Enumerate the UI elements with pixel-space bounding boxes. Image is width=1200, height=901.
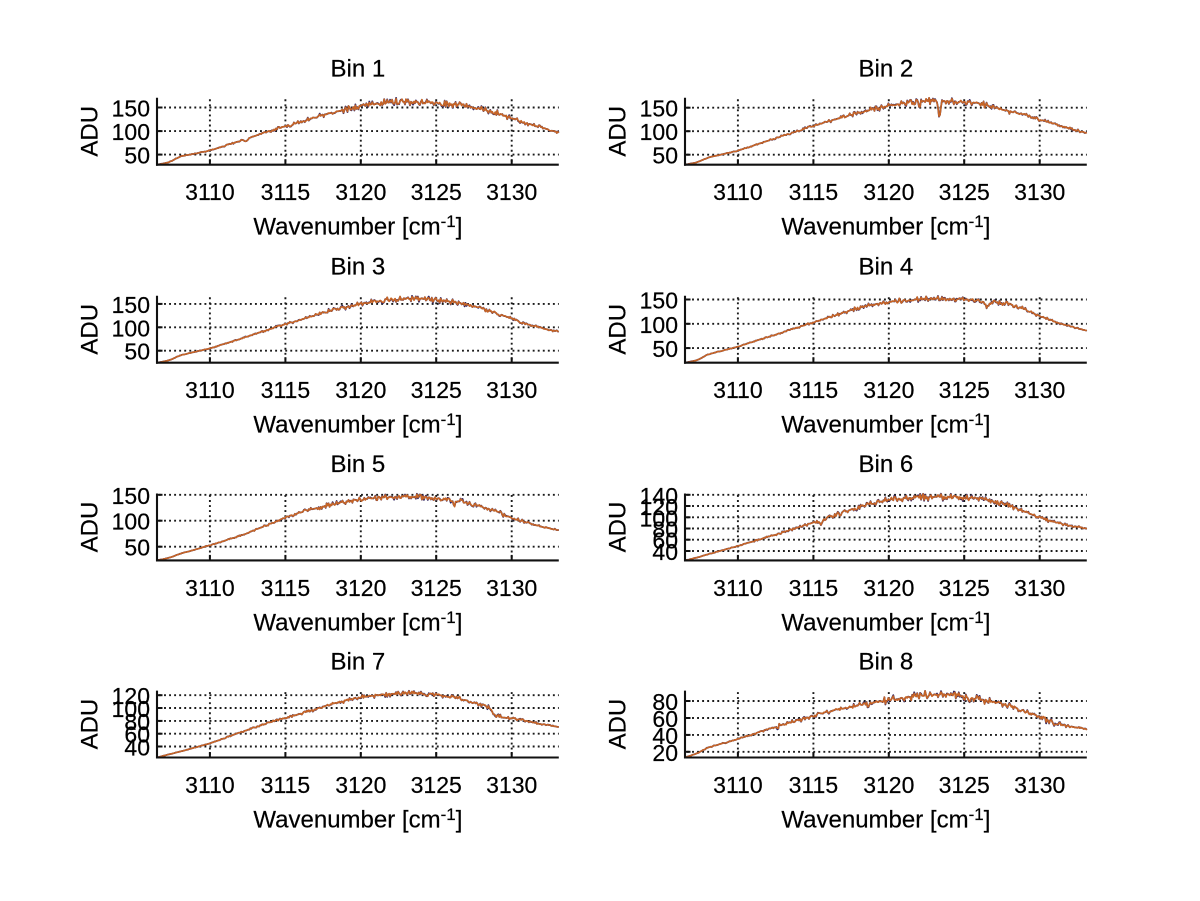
svg-text:3120: 3120 bbox=[863, 377, 914, 403]
svg-text:Wavenumber [cm-1]: Wavenumber [cm-1] bbox=[253, 608, 462, 637]
svg-text:3110: 3110 bbox=[185, 179, 234, 205]
svg-text:Wavenumber [cm-1]: Wavenumber [cm-1] bbox=[781, 608, 990, 637]
svg-text:120: 120 bbox=[640, 494, 678, 520]
svg-text:Bin 7: Bin 7 bbox=[331, 648, 386, 675]
svg-text:50: 50 bbox=[124, 143, 150, 169]
svg-text:3125: 3125 bbox=[939, 772, 990, 798]
svg-text:Wavenumber [cm-1]: Wavenumber [cm-1] bbox=[253, 805, 462, 834]
svg-text:50: 50 bbox=[652, 143, 678, 169]
svg-text:3120: 3120 bbox=[335, 377, 386, 403]
svg-text:Wavenumber [cm-1]: Wavenumber [cm-1] bbox=[253, 410, 462, 439]
svg-text:3120: 3120 bbox=[863, 575, 914, 601]
svg-text:Wavenumber [cm-1]: Wavenumber [cm-1] bbox=[781, 212, 990, 241]
svg-text:50: 50 bbox=[652, 336, 678, 362]
svg-text:3125: 3125 bbox=[411, 772, 462, 798]
svg-text:Bin 5: Bin 5 bbox=[331, 451, 386, 478]
svg-text:Bin 6: Bin 6 bbox=[859, 451, 914, 478]
svg-text:Bin 2: Bin 2 bbox=[859, 56, 914, 83]
svg-text:3110: 3110 bbox=[185, 575, 234, 601]
svg-text:50: 50 bbox=[124, 339, 150, 365]
svg-text:3125: 3125 bbox=[411, 575, 462, 601]
svg-text:100: 100 bbox=[640, 312, 678, 338]
svg-text:3130: 3130 bbox=[1014, 377, 1065, 403]
svg-text:3115: 3115 bbox=[789, 179, 838, 205]
svg-text:150: 150 bbox=[640, 288, 678, 314]
svg-text:ADU: ADU bbox=[605, 106, 632, 157]
svg-text:100: 100 bbox=[640, 119, 678, 145]
svg-text:3110: 3110 bbox=[185, 772, 234, 798]
svg-text:3130: 3130 bbox=[1014, 772, 1065, 798]
svg-text:3115: 3115 bbox=[261, 772, 310, 798]
svg-text:3110: 3110 bbox=[713, 772, 762, 798]
svg-text:3130: 3130 bbox=[486, 575, 537, 601]
svg-text:3130: 3130 bbox=[1014, 575, 1065, 601]
svg-text:Wavenumber [cm-1]: Wavenumber [cm-1] bbox=[253, 212, 462, 241]
svg-text:3110: 3110 bbox=[713, 575, 762, 601]
svg-text:3115: 3115 bbox=[261, 575, 310, 601]
svg-text:3110: 3110 bbox=[713, 377, 762, 403]
svg-text:100: 100 bbox=[112, 509, 150, 535]
svg-text:3110: 3110 bbox=[185, 377, 234, 403]
svg-text:3115: 3115 bbox=[789, 575, 838, 601]
svg-text:3120: 3120 bbox=[335, 772, 386, 798]
svg-text:ADU: ADU bbox=[605, 304, 632, 355]
svg-text:3120: 3120 bbox=[335, 179, 386, 205]
svg-text:3115: 3115 bbox=[261, 377, 310, 403]
svg-text:80: 80 bbox=[652, 517, 678, 543]
svg-text:60: 60 bbox=[652, 706, 678, 732]
svg-text:140: 140 bbox=[640, 483, 678, 509]
svg-text:3110: 3110 bbox=[713, 179, 762, 205]
svg-text:50: 50 bbox=[124, 535, 150, 561]
svg-text:80: 80 bbox=[124, 709, 150, 735]
svg-text:3125: 3125 bbox=[411, 179, 462, 205]
svg-text:ADU: ADU bbox=[605, 502, 632, 553]
svg-text:ADU: ADU bbox=[77, 699, 104, 750]
svg-text:150: 150 bbox=[640, 96, 678, 122]
svg-text:100: 100 bbox=[112, 315, 150, 341]
svg-text:150: 150 bbox=[112, 96, 150, 122]
svg-text:100: 100 bbox=[112, 119, 150, 145]
svg-text:ADU: ADU bbox=[77, 106, 104, 157]
svg-text:40: 40 bbox=[124, 735, 150, 761]
svg-text:3130: 3130 bbox=[1014, 179, 1065, 205]
svg-text:ADU: ADU bbox=[77, 304, 104, 355]
svg-text:ADU: ADU bbox=[77, 502, 104, 553]
svg-text:Bin 3: Bin 3 bbox=[331, 254, 386, 281]
svg-text:120: 120 bbox=[112, 683, 150, 709]
svg-text:ADU: ADU bbox=[605, 699, 632, 750]
svg-text:80: 80 bbox=[652, 689, 678, 715]
svg-text:150: 150 bbox=[112, 483, 150, 509]
svg-text:60: 60 bbox=[652, 528, 678, 554]
svg-text:40: 40 bbox=[652, 723, 678, 749]
svg-text:3125: 3125 bbox=[939, 575, 990, 601]
svg-text:150: 150 bbox=[112, 292, 150, 318]
svg-text:3120: 3120 bbox=[335, 575, 386, 601]
svg-text:3125: 3125 bbox=[411, 377, 462, 403]
svg-text:3115: 3115 bbox=[789, 772, 838, 798]
svg-text:Bin 4: Bin 4 bbox=[859, 254, 914, 281]
svg-text:20: 20 bbox=[652, 740, 678, 766]
svg-text:3125: 3125 bbox=[939, 377, 990, 403]
svg-text:Bin 8: Bin 8 bbox=[859, 648, 914, 675]
svg-text:Wavenumber [cm-1]: Wavenumber [cm-1] bbox=[781, 410, 990, 439]
svg-text:Wavenumber [cm-1]: Wavenumber [cm-1] bbox=[781, 805, 990, 834]
svg-text:3120: 3120 bbox=[863, 772, 914, 798]
svg-text:100: 100 bbox=[112, 696, 150, 722]
svg-text:3130: 3130 bbox=[486, 179, 537, 205]
svg-text:40: 40 bbox=[652, 539, 678, 565]
svg-text:Bin 1: Bin 1 bbox=[331, 56, 386, 83]
svg-text:3130: 3130 bbox=[486, 772, 537, 798]
svg-text:100: 100 bbox=[640, 505, 678, 531]
svg-text:3125: 3125 bbox=[939, 179, 990, 205]
svg-text:3130: 3130 bbox=[486, 377, 537, 403]
svg-text:60: 60 bbox=[124, 722, 150, 748]
svg-text:3115: 3115 bbox=[789, 377, 838, 403]
svg-text:3115: 3115 bbox=[261, 179, 310, 205]
svg-text:3120: 3120 bbox=[863, 179, 914, 205]
